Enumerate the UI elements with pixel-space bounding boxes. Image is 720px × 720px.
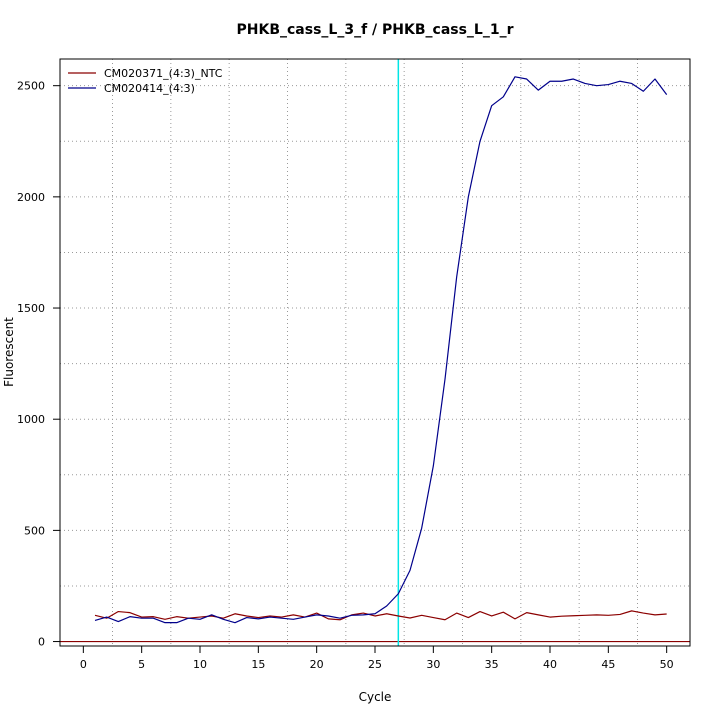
legend: CM020371_(4:3)_NTC CM020414_(4:3) bbox=[68, 67, 223, 95]
y-tick-label: 500 bbox=[24, 524, 45, 537]
plot-frame bbox=[59, 58, 691, 647]
y-tick-label: 1500 bbox=[17, 302, 45, 315]
series-line-1 bbox=[94, 610, 667, 621]
reference-lines bbox=[60, 59, 690, 646]
x-tick-label: 10 bbox=[193, 658, 207, 671]
grid bbox=[60, 59, 690, 646]
x-tick-label: 15 bbox=[251, 658, 265, 671]
x-tick-label: 25 bbox=[368, 658, 382, 671]
y-axis: 0 500 1000 1500 2000 2500 bbox=[17, 80, 60, 649]
x-tick-label: 50 bbox=[660, 658, 674, 671]
x-axis: 0 5 10 15 20 25 30 35 40 45 50 bbox=[80, 646, 674, 671]
x-tick-label: 35 bbox=[485, 658, 499, 671]
x-tick-label: 30 bbox=[426, 658, 440, 671]
x-tick-label: 45 bbox=[601, 658, 615, 671]
chart-title: PHKB_cass_L_3_f / PHKB_cass_L_1_r bbox=[237, 22, 514, 38]
series-line-2 bbox=[94, 76, 668, 624]
x-tick-label: 20 bbox=[310, 658, 324, 671]
legend-label-2: CM020414_(4:3) bbox=[104, 82, 195, 95]
x-tick-label: 0 bbox=[80, 658, 87, 671]
x-tick-label: 5 bbox=[138, 658, 145, 671]
y-tick-label: 2500 bbox=[17, 80, 45, 93]
y-tick-label: 0 bbox=[38, 636, 45, 649]
y-tick-label: 1000 bbox=[17, 413, 45, 426]
x-axis-label: Cycle bbox=[359, 690, 392, 704]
x-tick-label: 40 bbox=[543, 658, 557, 671]
y-tick-label: 2000 bbox=[17, 191, 45, 204]
y-axis-label: Fluorescent bbox=[2, 317, 16, 387]
legend-label-1: CM020371_(4:3)_NTC bbox=[104, 67, 223, 80]
series-lines bbox=[94, 76, 668, 624]
